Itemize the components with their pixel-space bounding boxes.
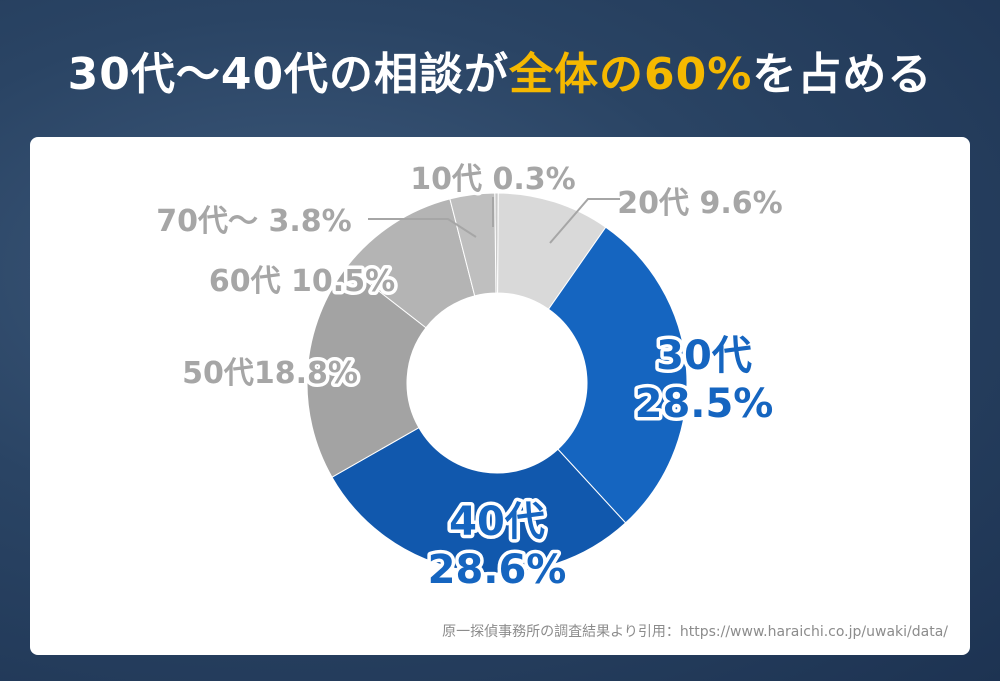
title-highlight: 全体の60% [509, 49, 753, 100]
label-60s: 60代 10.5% [209, 264, 395, 299]
slice-30s [547, 226, 688, 524]
label-70s-plus: 70代～ 3.8% [156, 204, 351, 239]
chart-card: 10代 0.3% 20代 9.6% 30代 28.5% 40代 28.6% 50代18.8%… [30, 137, 970, 655]
chart-title: 30代～40代の相談が全体の60%を占める [0, 38, 1000, 102]
label-50s: 50代18.8% [182, 356, 358, 391]
slice-50s [306, 265, 427, 478]
source-citation: 原一探偵事務所の調査結果より引用：https://www.haraichi.co… [442, 624, 948, 640]
leader-line-70s-plus [368, 218, 477, 238]
slice-70s-plus [449, 192, 497, 297]
label-20s: 20代 9.6% [617, 186, 782, 221]
slice-40s [331, 426, 627, 574]
title-part-2: を占める [752, 49, 933, 100]
leader-line-20s [549, 198, 620, 244]
label-40s-value: 28.6% [428, 547, 567, 593]
label-40s-category: 40代 [449, 499, 545, 545]
label-10s: 10代 0.3% [410, 162, 575, 197]
label-30s-value: 28.5% [635, 381, 774, 427]
title-part-1: 30代～40代の相談が [67, 49, 510, 100]
label-30s-category: 30代 [656, 333, 752, 379]
